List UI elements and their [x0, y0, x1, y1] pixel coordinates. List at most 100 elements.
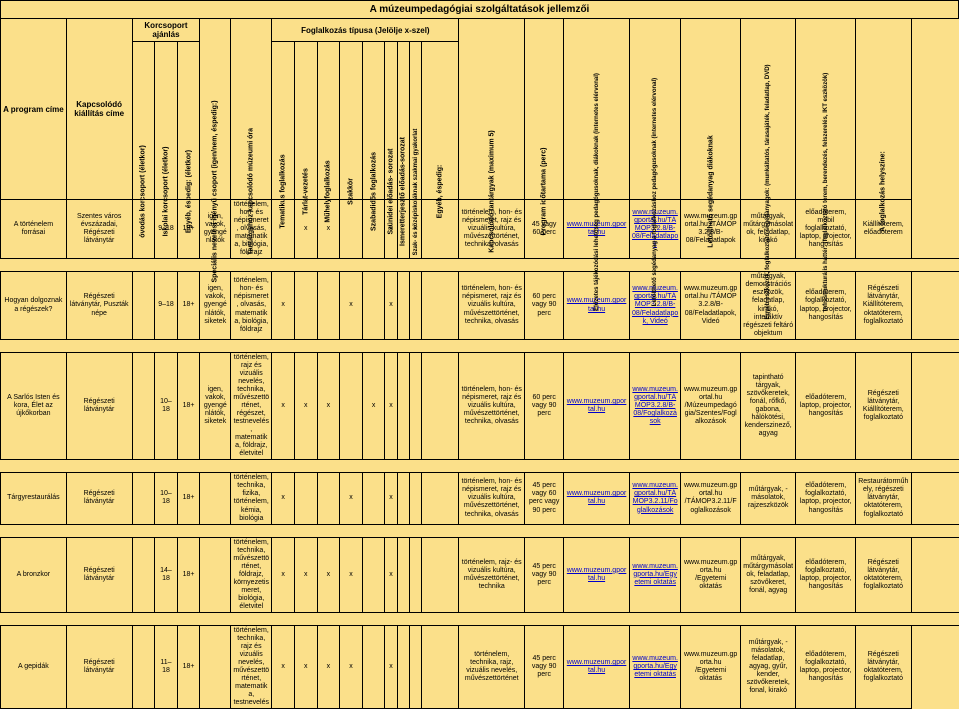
col-szunidei: Szünidei előadás- sorozat: [385, 42, 397, 200]
cell: Restaurátorműhely, régészeti látványtár,…: [856, 473, 912, 524]
cell: történelem, hon- és népismeret, rajz és …: [459, 272, 525, 339]
cell: x: [317, 537, 340, 612]
cell: [422, 473, 459, 524]
cell: Régészeti látványtár, oktatóterem, fogla…: [856, 626, 912, 709]
cell: történelem, hon- és népismeret, rajz és …: [459, 352, 525, 460]
col-age-iskolai: Iskolai korcsoport (életkor): [155, 42, 178, 200]
external-link[interactable]: www.muzeum.gportal.hu: [567, 490, 627, 505]
cell: előadóterem, foglalkoztató, laptop, proj…: [796, 473, 856, 524]
cell: [422, 352, 459, 460]
cell: x: [385, 537, 397, 612]
cell: x: [272, 473, 295, 524]
col-tarlat: Tárlat-vezetés: [294, 42, 317, 200]
cell: [410, 352, 422, 460]
spacer-row: [1, 613, 959, 626]
table-row: A bronzkorRégészeti látványtár14–1818+tö…: [1, 537, 959, 612]
col-csatlakozo: Kapcsolódó tantárgyak (maximum 5): [459, 19, 525, 200]
cell: [132, 272, 155, 339]
cell: műtárgyak, -másolatok, feladatlap, agyag…: [740, 626, 796, 709]
cell: előadóterem, laptop, projector, hangosít…: [796, 352, 856, 460]
cell: x: [385, 473, 397, 524]
cell: előadóterem, foglalkoztató, laptop, proj…: [796, 626, 856, 709]
cell: x: [272, 352, 295, 460]
cell: Tárgyrestaurálás: [1, 473, 67, 524]
external-link[interactable]: www.muzeum.gportal.hu: [567, 567, 627, 582]
cell: történelem, rajz- és vizuális kultúra, m…: [459, 537, 525, 612]
cell: Régészeti látványtár, Kiállítóterem, okt…: [856, 272, 912, 339]
cell: 10–18: [155, 352, 178, 460]
col-letoltheto2: Letölthető segédanyag diákoknak: [681, 19, 741, 200]
cell: www.muzeum.gporta.hu /Egyetemi oktatás: [681, 626, 741, 709]
cell: A történelem forrásai: [1, 200, 67, 259]
cell: www.muzeum.gportal.hu: [564, 537, 630, 612]
table-title: A múzeumpedagógiai szolgáltatások jellem…: [1, 1, 959, 19]
group-type: Foglalkozás típusa (Jelölje x-szel): [272, 19, 459, 42]
cell: 45 perc vagy 90 perc: [525, 537, 564, 612]
cell: igen, vakok, gyengénlátók, siketek: [200, 352, 231, 460]
cell: www.muzeum.gportal.hu: [564, 626, 630, 709]
cell: x: [385, 352, 397, 460]
cell: 18+: [177, 272, 200, 339]
external-link[interactable]: www.muzeum.gportal.hu: [567, 659, 627, 674]
external-link[interactable]: www.muzeum.gportal.hu: [567, 398, 627, 413]
cell: 14–18: [155, 537, 178, 612]
cell: [200, 473, 231, 524]
col-szak: Szak- és középiskoláknak szakmai gyakorl…: [410, 42, 422, 200]
cell: [397, 473, 409, 524]
cell: 9–18: [155, 272, 178, 339]
cell: x: [385, 272, 397, 339]
cell: x: [294, 626, 317, 709]
cell: [422, 626, 459, 709]
cell: Szentes város évszázadai, Régészeti látv…: [66, 200, 132, 259]
cell: Régészeti látványtár: [66, 473, 132, 524]
cell: [132, 626, 155, 709]
table-row: Hogyan dolgoznak a régészek?Régészeti lá…: [1, 272, 959, 339]
cell: x: [340, 473, 363, 524]
cell: x: [294, 537, 317, 612]
cell: x: [294, 352, 317, 460]
cell: [410, 626, 422, 709]
cell: x: [272, 272, 295, 339]
cell: www.muzeum.gportal.hu/TÁMOP3.2.11/Foglal…: [629, 473, 680, 524]
cell: [340, 352, 363, 460]
cell: Régészeti látványtár, oktatóterem, fogla…: [856, 537, 912, 612]
cell: Régészeti látványtár, Kiállítóterem, fog…: [856, 352, 912, 460]
col-idotartam: Program időtartama (perc): [525, 19, 564, 200]
cell: 60 perc vagy 90 perc: [525, 272, 564, 339]
cell: A gepidák: [1, 626, 67, 709]
cell: www.muzeum.gportal.hu: [564, 473, 630, 524]
col-elozetes: Előzetes tájékozódási lehetőség pedagógu…: [564, 19, 630, 200]
table-row: A Sarlós Isten és kora, Élet az újkőkorb…: [1, 352, 959, 460]
table-row: TárgyrestaurálásRégészeti látványtár10–1…: [1, 473, 959, 524]
cell: www.muzeum.gportal.hu /TÁMOP3.2.11/Fogla…: [681, 473, 741, 524]
cell: www.muzeum.gportal.hu /Múzeumpedagógia/S…: [681, 352, 741, 460]
cell: [397, 352, 409, 460]
cell: [132, 352, 155, 460]
cell: 11–18: [155, 626, 178, 709]
col-spec: Speciális nevelési igényű csoport (igen/…: [200, 19, 231, 200]
cell: [200, 626, 231, 709]
col-tantargy: Tantárgyhoz kapcsolódó múzeumi óra: [231, 19, 272, 200]
cell: műtárgyak, -másolatok, rajzeszközök: [740, 473, 796, 524]
cell: Régészeti látványtár: [66, 352, 132, 460]
col-age-egyeb: Egyéb, éspedig: (életkor): [177, 42, 200, 200]
cell: történelem, technika, művészettörténet, …: [231, 537, 272, 612]
external-link[interactable]: www.muzeum.gportal.hu/TÁMOP3.2.11/Foglal…: [632, 482, 678, 513]
cell: [294, 473, 317, 524]
col-program: A program címe: [1, 19, 67, 200]
cell: x: [317, 352, 340, 460]
cell: x: [340, 272, 363, 339]
cell: www.muzeum.gportal.hu/TÁMOP3.2.8/B-08/Fo…: [629, 352, 680, 460]
cell: Régészeti látványtár: [66, 626, 132, 709]
cell: [397, 537, 409, 612]
col-age-ovodas: óvodás korcsoport (életkor): [132, 42, 155, 200]
col-infra: Infrastrukturális háttér: (foglalkoztató…: [796, 19, 856, 200]
external-link[interactable]: www.muzeum.gportal.hu/TÁMOP3.2.8/B-08/Fo…: [632, 386, 678, 425]
cell: x: [317, 626, 340, 709]
cell: tapintható tárgyak, szövőkeretek, fonál,…: [740, 352, 796, 460]
external-link[interactable]: www.muzeum.gporta.hu/Egyetemi oktatás: [632, 563, 678, 586]
cell: [362, 272, 385, 339]
cell: történelem, technika, rajz, vizuális nev…: [459, 626, 525, 709]
cell: [132, 473, 155, 524]
external-link[interactable]: www.muzeum.gporta.hu/Egyetemi oktatás: [632, 655, 678, 678]
